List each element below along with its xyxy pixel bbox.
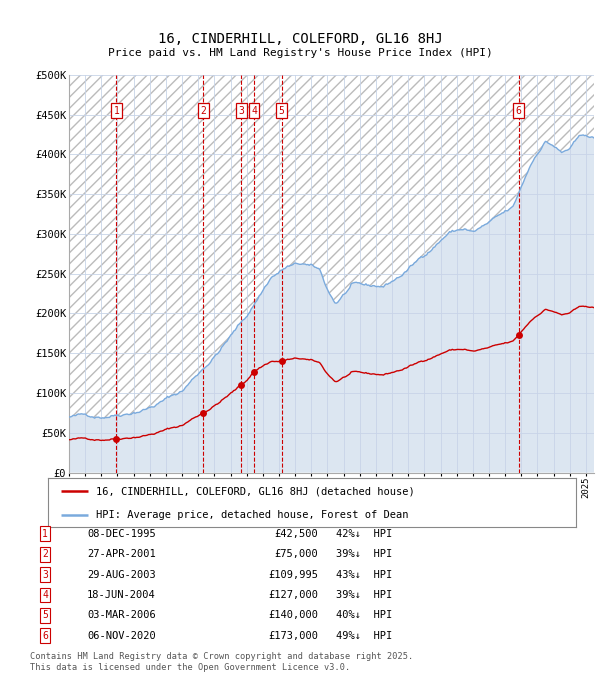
Text: £42,500: £42,500 (274, 529, 318, 539)
Text: 5: 5 (279, 105, 284, 116)
Text: 16, CINDERHILL, COLEFORD, GL16 8HJ: 16, CINDERHILL, COLEFORD, GL16 8HJ (158, 33, 442, 46)
Text: 03-MAR-2006: 03-MAR-2006 (87, 611, 156, 620)
Text: 40%↓  HPI: 40%↓ HPI (336, 611, 392, 620)
Text: 6: 6 (42, 631, 48, 641)
Text: 49%↓  HPI: 49%↓ HPI (336, 631, 392, 641)
Text: 2: 2 (200, 105, 206, 116)
Text: 39%↓  HPI: 39%↓ HPI (336, 549, 392, 559)
Text: 43%↓  HPI: 43%↓ HPI (336, 570, 392, 579)
Text: £127,000: £127,000 (268, 590, 318, 600)
Text: 18-JUN-2004: 18-JUN-2004 (87, 590, 156, 600)
Text: 3: 3 (42, 570, 48, 579)
Text: 39%↓  HPI: 39%↓ HPI (336, 590, 392, 600)
Text: Price paid vs. HM Land Registry's House Price Index (HPI): Price paid vs. HM Land Registry's House … (107, 48, 493, 58)
Text: 1: 1 (42, 529, 48, 539)
Text: £173,000: £173,000 (268, 631, 318, 641)
Text: 3: 3 (238, 105, 244, 116)
Text: Contains HM Land Registry data © Crown copyright and database right 2025.
This d: Contains HM Land Registry data © Crown c… (30, 652, 413, 672)
Text: 5: 5 (42, 611, 48, 620)
Text: 1: 1 (113, 105, 119, 116)
Text: 27-APR-2001: 27-APR-2001 (87, 549, 156, 559)
Text: 2: 2 (42, 549, 48, 559)
Text: 4: 4 (42, 590, 48, 600)
Text: 29-AUG-2003: 29-AUG-2003 (87, 570, 156, 579)
Text: 08-DEC-1995: 08-DEC-1995 (87, 529, 156, 539)
Text: 6: 6 (516, 105, 521, 116)
Text: HPI: Average price, detached house, Forest of Dean: HPI: Average price, detached house, Fore… (95, 510, 408, 520)
Text: 4: 4 (251, 105, 257, 116)
Text: £109,995: £109,995 (268, 570, 318, 579)
Text: 16, CINDERHILL, COLEFORD, GL16 8HJ (detached house): 16, CINDERHILL, COLEFORD, GL16 8HJ (deta… (95, 486, 414, 496)
Text: 06-NOV-2020: 06-NOV-2020 (87, 631, 156, 641)
Text: 42%↓  HPI: 42%↓ HPI (336, 529, 392, 539)
Text: £75,000: £75,000 (274, 549, 318, 559)
Text: £140,000: £140,000 (268, 611, 318, 620)
